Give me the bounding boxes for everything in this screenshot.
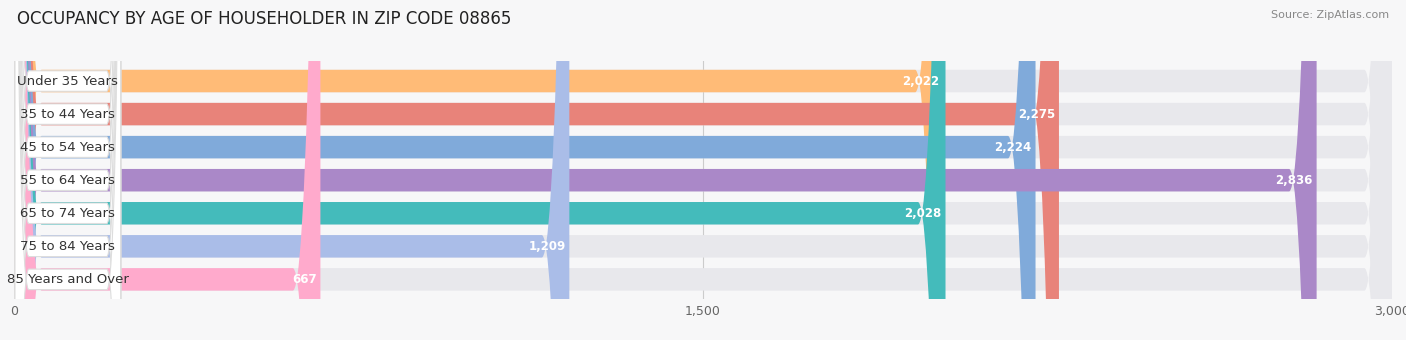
FancyBboxPatch shape xyxy=(14,0,1392,340)
FancyBboxPatch shape xyxy=(15,0,121,340)
FancyBboxPatch shape xyxy=(14,0,321,340)
Text: 45 to 54 Years: 45 to 54 Years xyxy=(20,141,115,154)
FancyBboxPatch shape xyxy=(15,0,121,340)
FancyBboxPatch shape xyxy=(15,0,121,340)
Text: 667: 667 xyxy=(292,273,316,286)
FancyBboxPatch shape xyxy=(14,0,1392,340)
FancyBboxPatch shape xyxy=(14,0,1059,340)
Text: 65 to 74 Years: 65 to 74 Years xyxy=(20,207,115,220)
FancyBboxPatch shape xyxy=(14,0,1392,340)
FancyBboxPatch shape xyxy=(14,0,1392,340)
FancyBboxPatch shape xyxy=(14,0,945,340)
FancyBboxPatch shape xyxy=(14,0,943,340)
FancyBboxPatch shape xyxy=(15,0,121,340)
FancyBboxPatch shape xyxy=(14,0,1036,340)
FancyBboxPatch shape xyxy=(15,0,121,340)
Text: 55 to 64 Years: 55 to 64 Years xyxy=(20,174,115,187)
FancyBboxPatch shape xyxy=(14,0,1392,340)
Text: 2,224: 2,224 xyxy=(994,141,1032,154)
Text: Source: ZipAtlas.com: Source: ZipAtlas.com xyxy=(1271,10,1389,20)
FancyBboxPatch shape xyxy=(15,0,121,340)
FancyBboxPatch shape xyxy=(15,0,121,340)
FancyBboxPatch shape xyxy=(14,0,1392,340)
Text: 2,836: 2,836 xyxy=(1275,174,1313,187)
FancyBboxPatch shape xyxy=(14,0,569,340)
FancyBboxPatch shape xyxy=(14,0,1392,340)
Text: OCCUPANCY BY AGE OF HOUSEHOLDER IN ZIP CODE 08865: OCCUPANCY BY AGE OF HOUSEHOLDER IN ZIP C… xyxy=(17,10,512,28)
Text: 2,022: 2,022 xyxy=(903,74,939,87)
Text: 75 to 84 Years: 75 to 84 Years xyxy=(20,240,115,253)
Text: 2,028: 2,028 xyxy=(904,207,942,220)
FancyBboxPatch shape xyxy=(14,0,1316,340)
Text: 85 Years and Over: 85 Years and Over xyxy=(7,273,129,286)
Text: 2,275: 2,275 xyxy=(1018,107,1056,121)
Text: 1,209: 1,209 xyxy=(529,240,565,253)
Text: Under 35 Years: Under 35 Years xyxy=(17,74,118,87)
Text: 35 to 44 Years: 35 to 44 Years xyxy=(20,107,115,121)
